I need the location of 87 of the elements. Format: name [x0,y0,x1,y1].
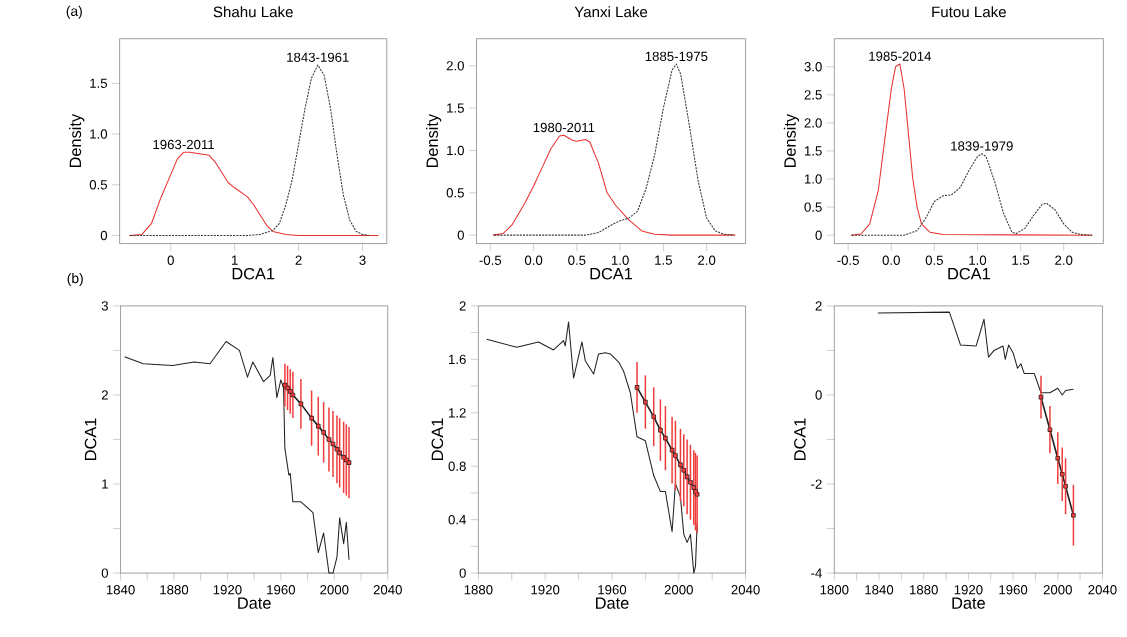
x-tick-label: -0.5 [837,255,859,265]
y-tick-label: 1.0 [90,129,108,139]
y-tick-label: -4 [811,568,822,578]
x-tick-label: 1920 [213,584,242,595]
y-tick-label: 1.5 [90,78,108,88]
x-tick-label: 1960 [267,584,296,595]
y-tick-label: 1.2 [449,408,466,418]
x-tick-label: 1840 [865,584,894,595]
x-tick-label: 1960 [598,584,627,595]
y-tick-label: 0 [457,230,464,240]
x-axis-title: DCA1 [232,267,275,280]
y-tick-label: 0 [101,568,109,578]
y-tick-label: 0.5 [804,202,822,212]
x-tick-label: 2.0 [1055,255,1073,265]
x-tick-label: 1960 [999,584,1028,595]
y-tick-label: 1.5 [804,146,822,156]
x-tick-label: 1.0 [611,255,629,265]
x-tick-label: 1840 [106,584,135,595]
x-tick-label: 1.5 [1012,255,1030,265]
y-tick-label: 2 [459,301,466,311]
series-label: 1985-2014 [869,51,932,61]
y-tick-label: 1.6 [449,354,466,364]
x-tick-label: 2040 [1088,584,1117,595]
x-tick-label: 3 [359,255,366,265]
x-axis-title: DCA1 [948,267,990,280]
y-tick-label: 1 [102,479,108,489]
y-axis-title: DCA1 [794,418,806,460]
x-tick-label: 1 [232,255,238,265]
y-axis-title: Density [69,113,85,167]
x-tick-label: 0.0 [524,255,543,265]
y-tick-label: 2.0 [804,118,822,128]
x-tick-label: 0 [167,255,174,265]
y-tick-label: 0 [815,390,822,400]
x-axis-title: Date [238,597,271,609]
y-tick-label: 2 [101,390,108,400]
x-tick-label: 2000 [664,584,693,595]
x-tick-label: 1920 [954,584,983,595]
x-tick-label: 1.5 [655,255,672,265]
y-tick-label: -2 [811,479,822,489]
series-label: 1843-1961 [287,52,349,62]
x-tick-label: 2040 [731,584,760,595]
y-tick-label: 3.0 [804,61,822,72]
x-tick-label: 2 [295,255,302,265]
series-label: 1839-1979 [951,141,1013,151]
x-tick-label: 1880 [464,584,493,595]
y-tick-label: 0 [459,568,466,578]
y-tick-label: 0 [100,230,108,241]
chart-title: Yanxi Lake [574,6,648,18]
y-tick-label: 0.4 [448,514,466,525]
y-tick-label: 0.5 [89,179,108,190]
x-tick-label: 2000 [1043,584,1072,595]
y-tick-label: 2.5 [804,90,822,100]
series-label: 1885-1975 [645,51,708,61]
x-axis-title: DCA1 [590,267,633,280]
y-axis-title: DCA1 [84,418,97,460]
x-tick-label: 1880 [910,584,938,595]
y-tick-label: 1.0 [447,145,464,155]
x-tick-label: 0.0 [882,255,900,265]
x-axis-title: Date [952,597,985,609]
series-label: 1980-2011 [533,122,595,132]
x-tick-label: 2.0 [698,255,716,265]
x-axis-title: Date [596,597,629,609]
y-axis-title: Density [425,113,442,167]
text: (b) [67,272,83,286]
x-tick-label: -0.5 [479,255,502,265]
y-tick-label: 0 [815,230,822,240]
chart-title: Futou Lake [932,6,1006,18]
x-tick-label: 1800 [820,584,849,595]
y-tick-label: 2 [815,301,822,311]
x-tick-label: 0.5 [568,255,586,265]
y-tick-label: 1.0 [804,174,822,184]
y-axis-title: DCA1 [431,418,444,460]
chart-title: Shahu Lake [213,6,293,18]
y-tick-label: 1.5 [447,103,464,113]
y-tick-label: 2.0 [446,60,464,71]
y-tick-label: 0.5 [446,187,464,198]
y-tick-label: 0.8 [448,461,466,471]
x-tick-label: 1880 [160,584,189,595]
series-label: 1963-2011 [153,139,214,150]
x-tick-label: 1920 [531,584,560,595]
y-tick-label: 3 [101,301,108,311]
y-axis-title: Density [783,113,800,167]
x-tick-label: 1.0 [969,255,987,265]
text: (a) [66,5,82,19]
x-tick-label: 2040 [373,584,402,595]
x-tick-label: 0.5 [925,255,943,265]
x-tick-label: 2000 [320,584,349,595]
